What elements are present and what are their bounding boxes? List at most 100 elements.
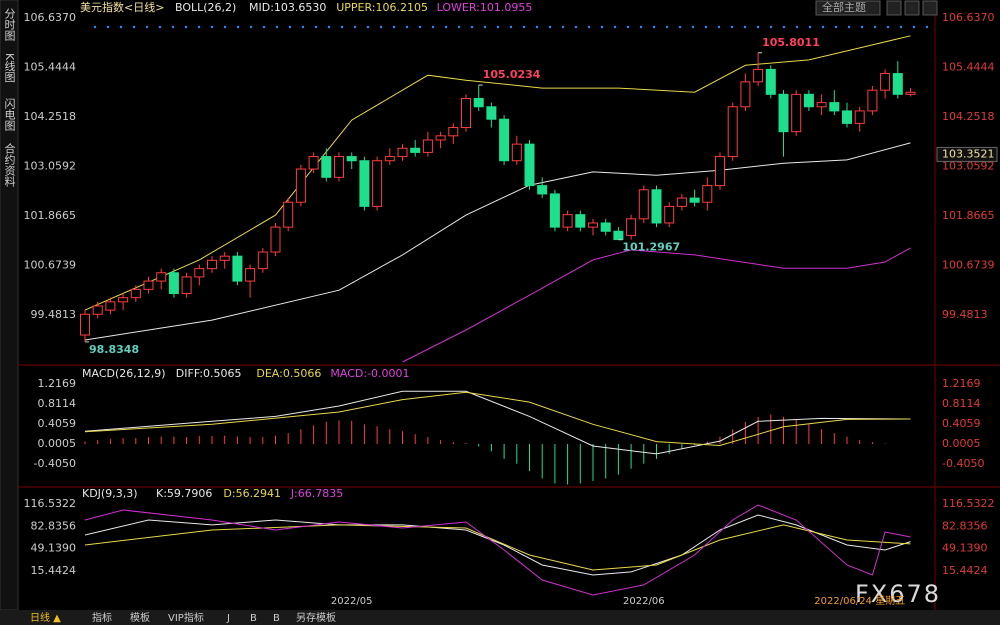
dotted-marker bbox=[886, 25, 890, 29]
dotted-marker bbox=[132, 25, 136, 29]
y-tick-label-right: 49.1390 bbox=[942, 542, 988, 555]
dotted-marker bbox=[444, 25, 448, 29]
candle-body bbox=[689, 197, 700, 203]
bottom-bar bbox=[0, 610, 1000, 625]
dotted-marker bbox=[197, 25, 201, 29]
icon-button[interactable] bbox=[904, 0, 920, 16]
y-tick-label-left: 116.5322 bbox=[24, 497, 77, 510]
candle-body bbox=[334, 156, 344, 178]
dotted-marker bbox=[210, 25, 214, 29]
candle-body bbox=[562, 214, 573, 228]
candle-body bbox=[753, 68, 764, 83]
y-tick-label-right: 100.6739 bbox=[942, 259, 995, 272]
dotted-marker bbox=[353, 25, 357, 29]
dotted-marker bbox=[340, 25, 344, 29]
candle-body bbox=[778, 93, 789, 133]
legend-item: MACD(26,12,9) bbox=[82, 367, 166, 380]
price-tag-box bbox=[936, 146, 998, 162]
legend-item: J:66.7835 bbox=[290, 487, 343, 500]
y-tick-label-right: 104.2518 bbox=[942, 110, 995, 123]
y-tick-label-right: 82.8356 bbox=[942, 519, 988, 532]
dotted-marker bbox=[301, 25, 305, 29]
dotted-marker bbox=[652, 25, 656, 29]
x-tick-label: 2022/05 bbox=[331, 596, 373, 607]
candle-body bbox=[638, 189, 649, 220]
dotted-marker bbox=[860, 25, 864, 29]
legend-item: D:56.2941 bbox=[223, 487, 281, 500]
legend-item: MID:103.6530 bbox=[249, 1, 326, 14]
y-tick-label-right: 99.4813 bbox=[942, 308, 988, 321]
bottom-tab[interactable]: B bbox=[273, 613, 280, 624]
legend-item: KDJ(9,3,3) bbox=[82, 487, 138, 500]
bottom-tab[interactable]: 日线 ▲ bbox=[30, 611, 61, 624]
dotted-marker bbox=[145, 25, 149, 29]
candle-body bbox=[181, 276, 192, 295]
bottom-tab[interactable]: 另存模板 bbox=[296, 611, 336, 624]
sidebar-tab[interactable]: 闪电图 bbox=[3, 97, 16, 132]
dotted-marker bbox=[275, 25, 279, 29]
y-tick-label-right: 106.6370 bbox=[942, 11, 995, 24]
y-tick-label-right: 101.8665 bbox=[942, 209, 995, 222]
bottom-tab[interactable]: J bbox=[226, 613, 230, 624]
candle-body bbox=[422, 139, 433, 153]
dotted-marker bbox=[587, 25, 591, 29]
sidebar-tab[interactable]: 合约资料 bbox=[3, 142, 16, 188]
icon-button[interactable] bbox=[886, 0, 902, 16]
dotted-marker bbox=[236, 25, 240, 29]
theme-label[interactable]: 全部主题 bbox=[822, 0, 866, 14]
sidebar-tab[interactable]: 分时图 bbox=[3, 8, 16, 42]
sidebar-tab[interactable]: K线图 bbox=[3, 53, 16, 83]
legend-item: DEA:0.5066 bbox=[256, 367, 321, 380]
candle-body bbox=[613, 230, 624, 241]
indicator-line bbox=[84, 142, 911, 341]
candle-body bbox=[549, 193, 560, 228]
bottom-tab[interactable]: VIP指标 bbox=[168, 611, 204, 624]
theme-dropdown[interactable] bbox=[815, 0, 881, 16]
indicator-line bbox=[84, 35, 911, 311]
indicator-line bbox=[84, 524, 911, 571]
candle-body bbox=[524, 143, 535, 187]
candle-body bbox=[791, 93, 802, 133]
candle-body bbox=[245, 268, 256, 282]
dotted-marker bbox=[535, 25, 539, 29]
candle-body bbox=[92, 305, 103, 315]
candle-body bbox=[448, 127, 459, 137]
candle-body bbox=[867, 89, 878, 112]
dotted-marker bbox=[431, 25, 435, 29]
dotted-marker bbox=[171, 25, 175, 29]
dotted-marker bbox=[847, 25, 851, 29]
candle-body bbox=[118, 297, 129, 303]
candle-body bbox=[537, 185, 548, 195]
dotted-marker bbox=[704, 25, 708, 29]
bottom-tab[interactable]: 模板 bbox=[130, 611, 150, 624]
dotted-marker bbox=[288, 25, 292, 29]
dotted-marker bbox=[834, 25, 838, 29]
annotation: 105.0234 bbox=[483, 68, 541, 81]
y-tick-label-left: 106.6370 bbox=[24, 11, 77, 24]
dotted-marker bbox=[470, 25, 474, 29]
y-tick-label-left: 99.4813 bbox=[31, 308, 77, 321]
dotted-marker bbox=[626, 25, 630, 29]
dotted-marker bbox=[366, 25, 370, 29]
price-tag: 103.3521 bbox=[942, 147, 995, 160]
dotted-marker bbox=[483, 25, 487, 29]
dotted-marker bbox=[743, 25, 747, 29]
candle-body bbox=[435, 135, 446, 141]
y-tick-label-left: 0.0005 bbox=[38, 437, 77, 450]
candle-body bbox=[803, 93, 814, 108]
bottom-tab[interactable]: 指标 bbox=[92, 611, 112, 624]
y-tick-label-left: 15.4424 bbox=[31, 564, 77, 577]
indicator-line bbox=[84, 514, 911, 576]
bottom-tab[interactable]: B bbox=[250, 613, 257, 624]
candle-body bbox=[816, 102, 827, 108]
candle-body bbox=[346, 156, 357, 162]
icon-button[interactable] bbox=[922, 0, 938, 16]
dotted-marker bbox=[782, 25, 786, 29]
indicator-line bbox=[84, 390, 911, 455]
candle-body bbox=[600, 222, 611, 232]
candle-body bbox=[880, 73, 891, 91]
legend-item: MACD:-0.0001 bbox=[330, 367, 409, 380]
dotted-marker bbox=[730, 25, 734, 29]
